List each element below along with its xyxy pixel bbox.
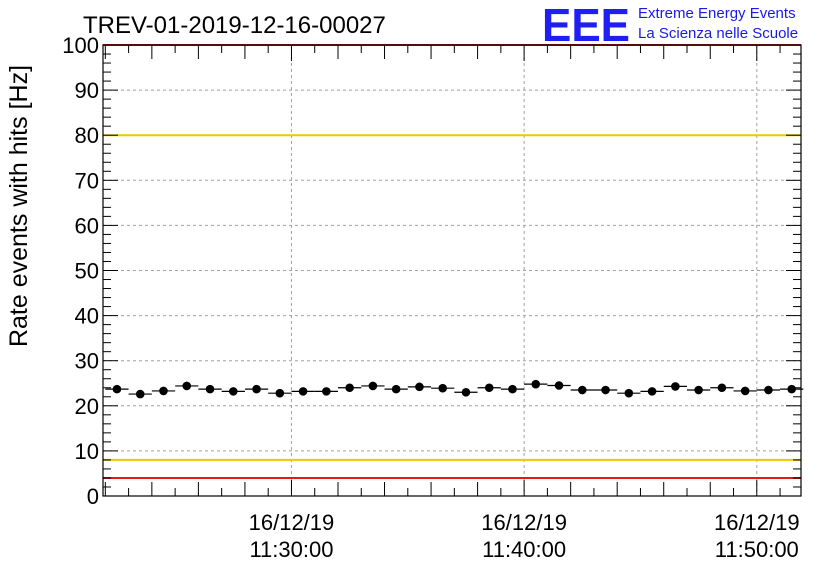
y-tick-label: 90 [75, 78, 99, 103]
y-tick-label: 0 [87, 484, 99, 509]
y-tick-label: 10 [75, 439, 99, 464]
tick-labels: 010203040506070809010016/12/1911:30:0016… [62, 33, 799, 562]
data-point [368, 381, 378, 391]
data-point [135, 389, 145, 399]
eee-logo: EEE Extreme Energy Events La Scienza nel… [542, 0, 798, 51]
data-point [601, 385, 610, 395]
data-point [252, 384, 261, 394]
data-point [391, 384, 401, 394]
data-point [345, 383, 354, 393]
data-point [694, 385, 703, 395]
data-point [508, 384, 517, 394]
data-point [461, 387, 471, 397]
axes [102, 44, 802, 497]
x-tick-time: 11:30:00 [249, 537, 333, 562]
data-point [205, 384, 215, 394]
y-axis-label: Rate events with hits [Hz] [5, 65, 33, 347]
y-tick-label: 30 [75, 349, 99, 374]
data-point [671, 382, 680, 391]
logo-line-1: Extreme Energy Events [638, 5, 796, 22]
data-point [484, 383, 494, 393]
y-tick-label: 80 [75, 123, 99, 148]
chart-title: TREV-01-2019-12-16-00027 [83, 12, 386, 39]
y-tick-label: 20 [75, 394, 99, 419]
x-tick-date: 16/12/19 [481, 510, 567, 535]
grid [103, 44, 801, 497]
data-point [554, 381, 564, 390]
logo-line-2: La Scienza nelle Scuole [638, 25, 798, 42]
data-point [787, 384, 796, 394]
data-point [438, 383, 447, 393]
data-point [298, 387, 308, 396]
x-tick-date: 16/12/19 [714, 510, 800, 535]
y-tick-label: 100 [62, 33, 99, 58]
x-tick-time: 11:50:00 [715, 537, 799, 562]
y-tick-label: 70 [75, 168, 99, 193]
y-tick-label: 40 [75, 304, 99, 329]
data-point [182, 381, 192, 391]
data-point [624, 388, 634, 398]
y-tick-label: 60 [75, 213, 99, 238]
data-point [415, 382, 424, 392]
data-point [275, 388, 285, 398]
data-point [577, 385, 587, 395]
data-point [764, 385, 773, 395]
data-point [322, 387, 331, 396]
data-point [112, 384, 122, 394]
data-point [740, 386, 750, 396]
x-tick-time: 11:40:00 [482, 537, 566, 562]
data-point [159, 386, 168, 396]
reference-lines [103, 44, 801, 479]
logo-letters: EEE [542, 0, 630, 51]
data-series [105, 379, 804, 399]
data-point [717, 383, 727, 393]
data-point [531, 379, 541, 389]
x-tick-date: 16/12/19 [249, 510, 335, 535]
y-tick-label: 50 [75, 259, 99, 284]
data-point [228, 387, 238, 396]
data-point [647, 387, 657, 396]
